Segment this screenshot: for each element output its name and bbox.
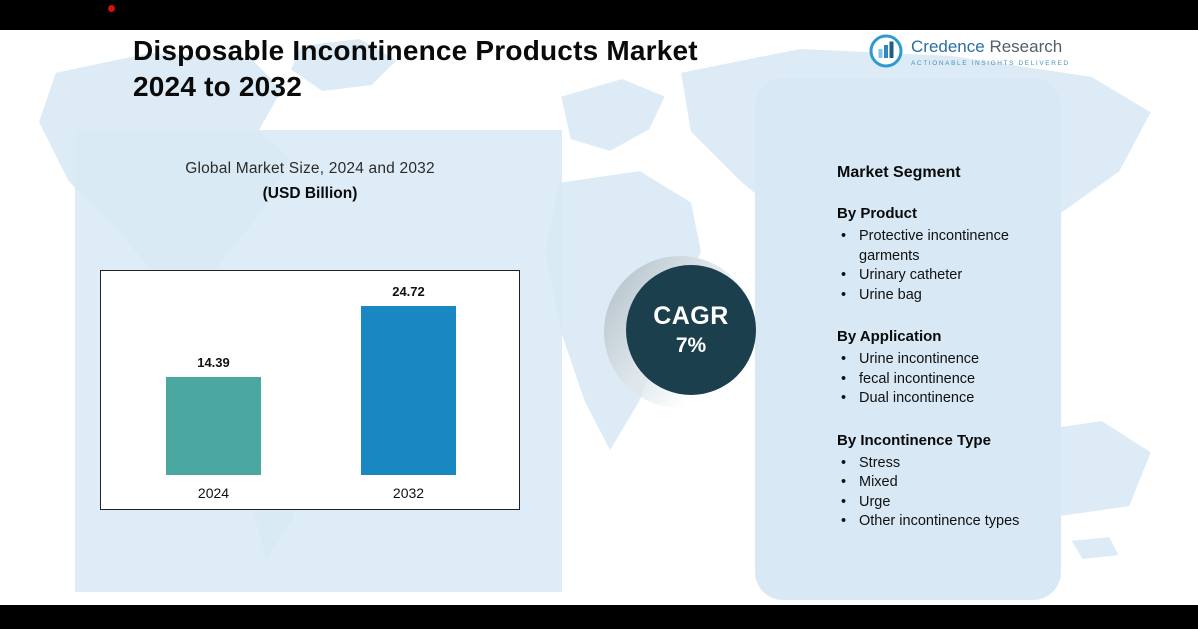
page-title-line2: 2024 to 2032	[133, 70, 302, 102]
segment-item: Other incontinence types	[837, 512, 1047, 532]
segment-item-text: Mixed	[859, 474, 898, 490]
segment-item: Urge	[837, 493, 1047, 513]
chart-header: Global Market Size, 2024 and 2032 (USD B…	[100, 160, 520, 203]
bar-2032	[361, 306, 456, 475]
segment-item-text: Urine bag	[859, 286, 922, 303]
segment-group-application: By Application Urine incontinence fecal …	[837, 328, 1047, 409]
bar-label-2032: 2032	[392, 485, 425, 501]
chart-subtitle: (USD Billion)	[262, 185, 358, 202]
segment-item-text: Urinary catheter	[859, 267, 963, 283]
segment-item-text: Urine incontinence	[859, 351, 980, 367]
bar-value-2024: 14.39	[197, 355, 230, 370]
cagr-value: 7%	[675, 334, 707, 357]
chart-panel: Global Market Size, 2024 and 2032 (USD B…	[75, 130, 562, 592]
segment-item: Stress	[837, 454, 1047, 474]
brand-name-secondary: Research	[989, 37, 1063, 56]
chart-title: Global Market Size, 2024 and 2032	[185, 160, 435, 177]
segment-item-text: Other incontinence types	[859, 513, 1020, 529]
segment-item: Urinary catheter	[837, 266, 1047, 286]
segment-item-text: Protective incontinence garments	[859, 228, 1009, 264]
segment-list: Urine incontinence fecal incontinence Du…	[837, 350, 1047, 409]
bar-group-2024: 14.39 2024	[166, 271, 261, 509]
segment-item: Urine incontinence	[837, 350, 1047, 370]
cagr-badge: CAGR 7%	[626, 265, 756, 395]
bar-label-2024: 2024	[197, 485, 230, 501]
segment-list: Protective incontinence garments Urinary…	[837, 227, 1047, 305]
segment-item-text: Dual incontinence	[859, 390, 975, 406]
segment-item: Urine bag	[837, 286, 1047, 306]
segment-item-text: Stress	[859, 454, 901, 471]
brand-name: Credence Research	[911, 33, 1070, 57]
red-dot	[108, 5, 115, 12]
page-title-line1: Disposable Incontinence Products Market	[133, 35, 698, 66]
segment-item: Mixed	[837, 473, 1047, 493]
page-title: Disposable Incontinence Products Market …	[133, 33, 698, 104]
segment-list: Stress Mixed Urge Other incontinence typ…	[837, 454, 1047, 532]
bottom-black-bar	[0, 605, 1198, 629]
segment-item-text: fecal incontinence	[859, 370, 976, 387]
segment-item: fecal incontinence	[837, 370, 1047, 390]
segment-group-incontinence-type: By Incontinence Type Stress Mixed Urge O…	[837, 432, 1047, 532]
segment-group-title: By Application	[837, 328, 942, 345]
segment-item: Dual incontinence	[837, 389, 1047, 409]
bar-2024	[166, 377, 261, 475]
brand-tagline: Actionable Insights Delivered	[911, 60, 1070, 67]
credence-logo-icon	[868, 33, 904, 69]
segment-group-title: By Product	[837, 205, 918, 222]
segment-item: Protective incontinence garments	[837, 227, 1047, 266]
segment-group-product: By Product Protective incontinence garme…	[837, 205, 1047, 305]
brand-logo: Credence Research Actionable Insights De…	[868, 33, 1070, 69]
segment-group-title: By Incontinence Type	[837, 431, 991, 449]
cagr-label: CAGR	[653, 302, 729, 330]
bar-chart: 14.39 2024 24.72 2032	[100, 270, 520, 510]
brand-logo-text: Credence Research Actionable Insights De…	[911, 33, 1070, 67]
segment-heading: Market Segment	[837, 164, 961, 181]
bar-value-2032: 24.72	[392, 284, 425, 299]
market-segment-panel: Market Segment By Product Protective inc…	[755, 78, 1061, 600]
segment-item-text: Urge	[859, 493, 891, 510]
bar-group-2032: 24.72 2032	[361, 271, 456, 509]
brand-name-primary: Credence	[911, 37, 985, 56]
top-black-bar	[0, 0, 1198, 30]
